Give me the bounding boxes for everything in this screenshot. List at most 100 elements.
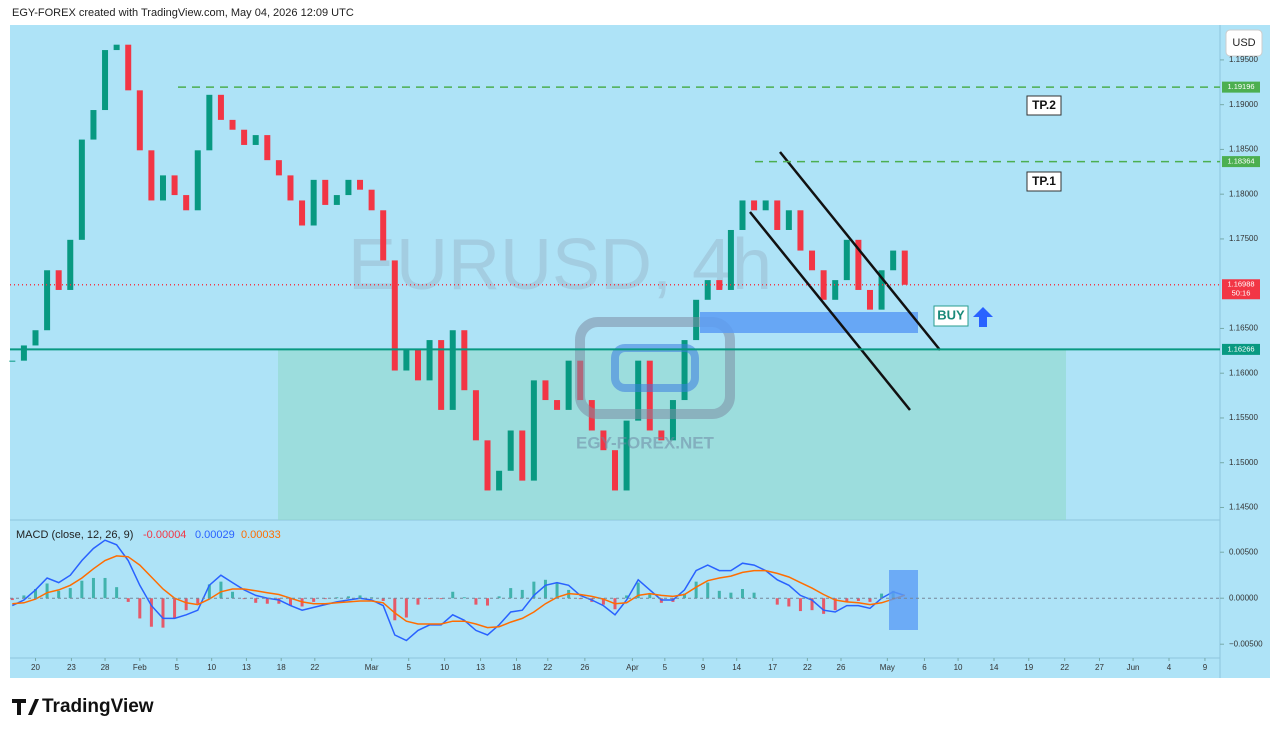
histogram-bar: [556, 583, 559, 598]
x-tick-label: 13: [242, 663, 251, 672]
histogram-bar: [648, 595, 651, 599]
candle: [160, 175, 166, 200]
candle: [519, 430, 525, 480]
candle: [902, 251, 908, 285]
histogram-bar: [80, 581, 83, 598]
y-tick-label: 0.00000: [1229, 593, 1258, 602]
candle: [67, 240, 73, 290]
histogram-bar: [393, 598, 396, 620]
candle: [739, 200, 745, 230]
x-tick-label: Jun: [1127, 663, 1140, 672]
candle: [508, 430, 514, 470]
buy-zone: [700, 312, 918, 333]
candle: [44, 270, 50, 330]
x-tick-label: 17: [768, 663, 777, 672]
price-label: 1.16266: [1227, 344, 1254, 353]
x-tick-label: 10: [207, 663, 216, 672]
candle: [32, 330, 38, 345]
histogram-bar: [138, 598, 141, 618]
candle: [218, 95, 224, 120]
x-tick-label: 5: [406, 663, 411, 672]
histogram-bar: [822, 598, 825, 614]
candle: [79, 140, 85, 240]
histogram-bar: [787, 598, 790, 606]
candle: [172, 175, 178, 195]
candle: [438, 340, 444, 410]
x-tick-label: 6: [922, 663, 927, 672]
histogram-bar: [486, 598, 489, 605]
candle: [867, 290, 873, 310]
candle: [496, 471, 502, 491]
x-tick-label: May: [880, 663, 895, 672]
candle: [403, 350, 409, 371]
histogram-bar: [196, 598, 199, 604]
candle: [774, 200, 780, 230]
candle: [554, 400, 560, 410]
x-tick-label: Apr: [626, 663, 639, 672]
candle: [195, 150, 201, 210]
candle: [473, 390, 479, 440]
candle: [624, 421, 630, 491]
price-label: 1.18364: [1227, 157, 1254, 166]
histogram-bar: [463, 597, 466, 598]
candle: [415, 350, 421, 380]
tp2-label: TP.2: [1032, 98, 1056, 112]
macd-title: MACD (close, 12, 26, 9): [16, 529, 133, 541]
histogram-bar: [161, 598, 164, 627]
candle: [357, 180, 363, 190]
countdown-label: 50:16: [1232, 289, 1251, 298]
candle: [241, 130, 247, 145]
x-tick-label: 23: [67, 663, 76, 672]
histogram-bar: [312, 598, 315, 602]
candle: [125, 45, 131, 91]
x-tick-label: 5: [663, 663, 668, 672]
macd-legend-value: -0.00004: [143, 529, 186, 541]
x-tick-label: 18: [512, 663, 521, 672]
y-tick-label: 1.14500: [1229, 503, 1258, 512]
histogram-bar: [115, 587, 118, 598]
y-tick-label: −0.00500: [1229, 639, 1263, 648]
candle: [183, 195, 189, 210]
candle: [427, 340, 433, 380]
header-title: EGY-FOREX created with TradingView.com, …: [12, 7, 354, 19]
x-tick-label: 18: [277, 663, 286, 672]
histogram-bar: [185, 598, 188, 610]
histogram-bar: [799, 598, 802, 611]
x-tick-label: 27: [1095, 663, 1104, 672]
histogram-bar: [405, 598, 408, 617]
candle: [206, 95, 212, 150]
histogram-bar: [104, 578, 107, 598]
x-tick-label: 28: [101, 663, 110, 672]
logo-text: EGY-FOREX.NET: [576, 433, 715, 452]
histogram-bar: [92, 578, 95, 598]
candle: [21, 345, 27, 360]
histogram-bar: [46, 583, 49, 598]
candle: [264, 135, 270, 160]
candle: [461, 330, 467, 390]
candle: [705, 280, 711, 300]
histogram-bar: [451, 592, 454, 598]
histogram-bar: [219, 582, 222, 599]
histogram-bar: [474, 598, 477, 604]
candle: [299, 200, 305, 225]
candle: [276, 160, 282, 175]
y-tick-label: 1.16500: [1229, 324, 1258, 333]
histogram-bar: [521, 590, 524, 598]
y-tick-label: 1.16000: [1229, 368, 1258, 377]
candle: [566, 361, 572, 410]
candle: [716, 280, 722, 290]
y-tick-label: 1.17500: [1229, 234, 1258, 243]
macd-legend-value: 0.00033: [241, 529, 281, 541]
candle: [763, 200, 769, 210]
candle: [821, 270, 827, 300]
candle: [114, 45, 120, 50]
candle: [322, 180, 328, 205]
candle: [345, 180, 351, 195]
candle: [647, 361, 653, 431]
x-tick-label: 5: [175, 663, 180, 672]
macd-legend-value: 0.00029: [195, 529, 235, 541]
histogram-bar: [753, 593, 756, 599]
candle: [450, 330, 456, 410]
x-tick-label: 13: [476, 663, 485, 672]
